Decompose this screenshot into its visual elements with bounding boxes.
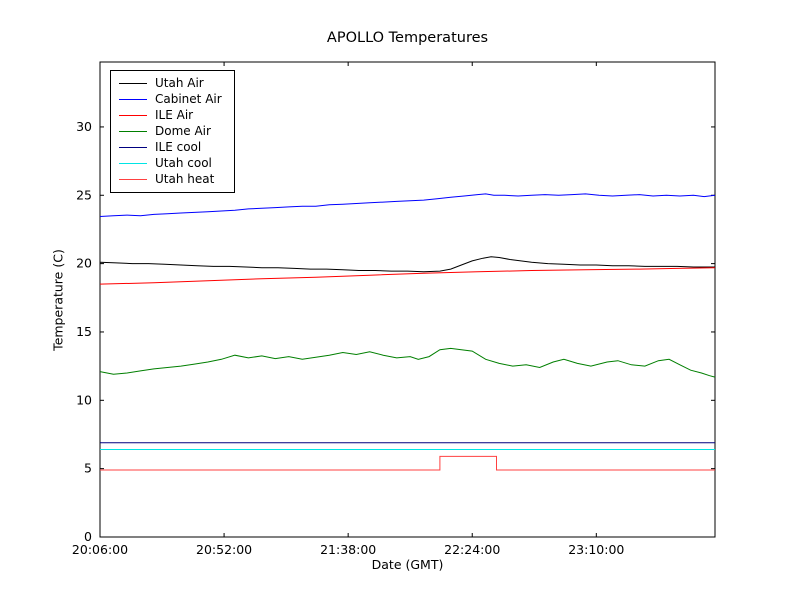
x-axis-label: Date (GMT) bbox=[371, 557, 444, 572]
legend-item-utah-heat: Utah heat bbox=[119, 173, 222, 186]
legend-line-cabinet-air bbox=[119, 99, 147, 100]
legend-item-utah-air: Utah Air bbox=[119, 77, 222, 90]
legend-label: ILE cool bbox=[155, 140, 202, 154]
y-tick-label: 30 bbox=[76, 119, 92, 134]
legend-item-utah-cool: Utah cool bbox=[119, 157, 222, 170]
y-tick-label: 20 bbox=[76, 256, 92, 271]
legend-item-dome-air: Dome Air bbox=[119, 125, 222, 138]
legend-item-ile-air: ILE Air bbox=[119, 109, 222, 122]
chart-title: APOLLO Temperatures bbox=[326, 30, 489, 46]
legend-label: Dome Air bbox=[155, 124, 211, 138]
series-line-ile-air bbox=[99, 267, 716, 285]
y-tick-label: 5 bbox=[84, 461, 92, 476]
axes-frame bbox=[99, 61, 716, 538]
series-line-utah-air bbox=[99, 256, 715, 273]
series-line-cabinet-air bbox=[99, 193, 716, 217]
x-tick-label: 22:24:00 bbox=[444, 542, 500, 557]
legend: Utah Air Cabinet Air ILE Air Dome Air ILE co… bbox=[110, 70, 235, 193]
x-tick-label: 23:10:00 bbox=[568, 542, 624, 557]
legend-item-ile-cool: ILE cool bbox=[119, 141, 222, 154]
legend-label: ILE Air bbox=[155, 108, 194, 122]
legend-line-ile-air bbox=[119, 115, 147, 116]
y-tick-label: 0 bbox=[84, 529, 92, 544]
x-tick-label: 20:06:00 bbox=[72, 542, 128, 557]
legend-label: Cabinet Air bbox=[155, 92, 222, 106]
legend-item-cabinet-air: Cabinet Air bbox=[119, 93, 222, 106]
series-line-utah-heat bbox=[100, 455, 715, 471]
y-tick-label: 10 bbox=[76, 392, 92, 407]
legend-line-utah-cool bbox=[119, 163, 147, 164]
series-line-dome-air bbox=[99, 347, 716, 378]
x-tick-label: 21:38:00 bbox=[320, 542, 376, 557]
legend-label: Utah Air bbox=[155, 76, 204, 90]
legend-line-dome-air bbox=[119, 131, 147, 132]
legend-line-utah-heat bbox=[119, 179, 147, 180]
legend-line-ile-cool bbox=[119, 147, 147, 148]
legend-label: Utah heat bbox=[155, 172, 215, 186]
y-tick-label: 25 bbox=[76, 187, 92, 202]
y-tick-label: 15 bbox=[76, 324, 92, 339]
legend-label: Utah cool bbox=[155, 156, 212, 170]
x-tick-label: 20:52:00 bbox=[196, 542, 252, 557]
legend-line-utah-air bbox=[119, 83, 147, 84]
